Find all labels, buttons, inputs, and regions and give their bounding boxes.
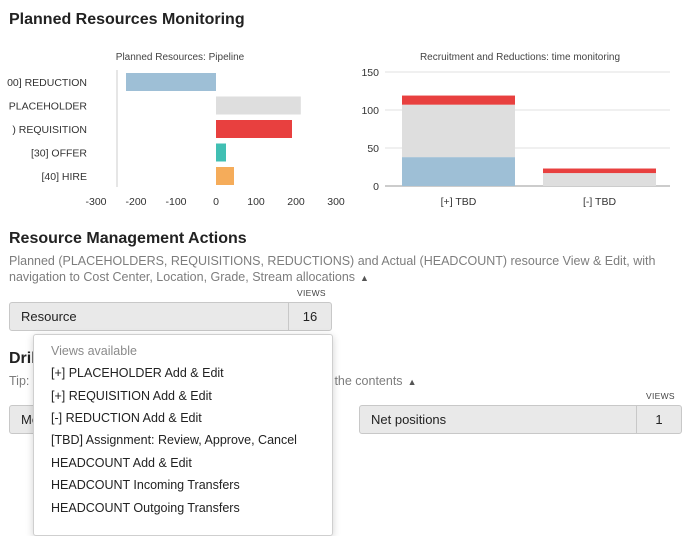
pipeline-x-tick: -100 — [165, 196, 186, 208]
chevron-up-icon[interactable]: ▲ — [407, 377, 417, 387]
dropdown-header: Views available — [51, 344, 137, 358]
actions-description-text: navigation to Cost Center, Location, Gra… — [9, 270, 356, 284]
pipeline-category-label: [30] OFFER — [31, 148, 87, 160]
drill-heading: Dril — [9, 350, 36, 367]
time-y-tick: 150 — [361, 67, 379, 79]
pipeline-bar — [126, 73, 216, 91]
time-y-tick: 50 — [367, 143, 379, 155]
time-chart-title: Recruitment and Reductions: time monitor… — [419, 52, 621, 63]
dropdown-item[interactable]: [+] REQUISITION Add & Edit — [51, 389, 212, 403]
resource-views-count: 16 — [288, 303, 331, 330]
pipeline-category-label: 00] REDUCTION — [7, 77, 87, 89]
pipeline-bar — [216, 167, 234, 185]
net-positions-label: Net positions — [371, 412, 447, 427]
pipeline-category-label: [40] HIRE — [41, 171, 87, 183]
dropdown-item[interactable]: [TBD] Assignment: Review, Approve, Cance… — [51, 433, 297, 447]
pipeline-bar — [216, 96, 301, 115]
time-x-label: [+] TBD — [441, 196, 477, 208]
net-positions-count: 1 — [636, 406, 681, 433]
pipeline-x-tick: -200 — [125, 196, 146, 208]
time-y-tick: 100 — [361, 105, 379, 117]
chevron-up-icon[interactable]: ▲ — [360, 273, 369, 283]
time-bar-segment — [402, 104, 515, 158]
page-title: Planned Resources Monitoring — [9, 11, 245, 28]
pipeline-x-tick: 200 — [287, 196, 305, 208]
time-y-tick: 0 — [373, 181, 379, 193]
pipeline-x-tick: -300 — [85, 196, 106, 208]
views-dropdown-menu: Views available [+] PLACEHOLDER Add & Ed… — [33, 334, 333, 536]
pipeline-chart: 00] REDUCTION PLACEHOLDER ) REQUISITION [30… — [7, 70, 345, 208]
dropdown-item[interactable]: [-] REDUCTION Add & Edit — [51, 411, 202, 425]
drill-tip-start: Tip: I — [9, 374, 37, 388]
dropdown-item[interactable]: HEADCOUNT Outgoing Transfers — [51, 501, 240, 515]
time-bar-segment — [543, 168, 656, 174]
time-monitoring-chart: 150 100 50 0 [+] TBD [-] TBD — [361, 67, 670, 208]
actions-description-line2: navigation to Cost Center, Location, Gra… — [9, 270, 369, 284]
drill-tip-text: ise the contents — [315, 374, 403, 388]
dropdown-item[interactable]: [+] PLACEHOLDER Add & Edit — [51, 366, 224, 380]
net-views-label: VIEWS — [646, 391, 675, 401]
time-bar-segment — [402, 157, 515, 186]
pipeline-category-label: ) REQUISITION — [12, 124, 87, 136]
pipeline-bar — [216, 120, 292, 138]
resource-selector-label: Resource — [21, 309, 77, 324]
pipeline-category-label: PLACEHOLDER — [9, 101, 88, 113]
actions-description-line1: Planned (PLACEHOLDERS, REQUISITIONS, RED… — [9, 254, 656, 268]
dropdown-item[interactable]: HEADCOUNT Add & Edit — [51, 456, 192, 470]
pipeline-x-tick: 0 — [213, 196, 219, 208]
pipeline-bar — [216, 143, 226, 162]
time-bar-segment — [543, 173, 656, 186]
net-positions-selector[interactable]: Net positions 1 — [359, 405, 682, 434]
pipeline-x-tick: 100 — [247, 196, 265, 208]
pipeline-x-tick: 300 — [327, 196, 345, 208]
time-x-label: [-] TBD — [583, 196, 616, 208]
pipeline-chart-title: Planned Resources: Pipeline — [115, 52, 245, 63]
actions-heading: Resource Management Actions — [9, 230, 247, 247]
views-label: VIEWS — [297, 288, 326, 298]
drill-tip-end: ise the contents ▲ — [315, 374, 416, 388]
resource-selector[interactable]: Resource 16 — [9, 302, 332, 331]
dropdown-item[interactable]: HEADCOUNT Incoming Transfers — [51, 478, 240, 492]
time-bar-segment — [402, 95, 515, 105]
